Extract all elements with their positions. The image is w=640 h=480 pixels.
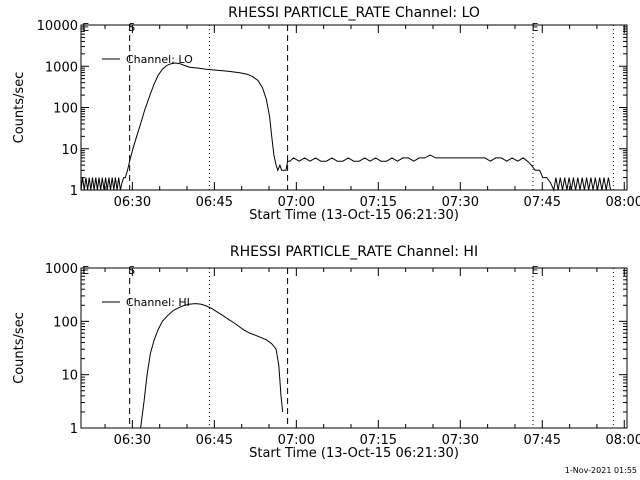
- y-tick-label: 100: [53, 315, 78, 330]
- lo-channel-panel: RHESSI PARTICLE_RATE Channel: LO 06:30 06:…: [12, 5, 640, 223]
- y-axis-label: Counts/sec: [12, 72, 27, 144]
- y-tick-label: 100: [53, 102, 78, 117]
- marker-label: S: [128, 264, 135, 277]
- plot-timestamp: 1-Nov-2021 01:55: [565, 466, 637, 475]
- y-tick-label: 10000: [37, 19, 78, 34]
- x-tick-label: 06:30: [114, 433, 151, 448]
- plot-frame: [80, 24, 628, 191]
- hi-channel-panel: RHESSI PARTICLE_RATE Channel: HI 06:30 06:…: [12, 244, 640, 461]
- marker-label: E: [82, 264, 89, 277]
- x-tick-label: 06:45: [196, 195, 233, 210]
- plot-frame: [80, 267, 628, 429]
- series-line-lo: [80, 62, 612, 192]
- x-tick-label: 07:30: [442, 195, 479, 210]
- x-tick-label: 07:45: [524, 433, 561, 448]
- marker-label: E: [532, 264, 539, 277]
- marker-label: S: [128, 21, 135, 34]
- legend-label: Channel: LO: [126, 53, 193, 66]
- x-tick-label: 07:00: [278, 195, 315, 210]
- y-tick-label: 1000: [45, 262, 78, 277]
- y-tick-label: 10: [61, 369, 78, 384]
- y-tick-label: 1000: [45, 60, 78, 75]
- x-tick-label: 07:45: [524, 195, 561, 210]
- x-tick-label: 07:15: [360, 433, 397, 448]
- marker-label: E: [82, 21, 89, 34]
- x-tick-label: 07:15: [360, 195, 397, 210]
- x-axis-label: Start Time (13-Oct-15 06:21:30): [249, 446, 459, 461]
- series-line-hi: [140, 303, 284, 429]
- x-tick-label: 07:30: [442, 433, 479, 448]
- x-tick-label: 07:00: [278, 433, 315, 448]
- chart-title: RHESSI PARTICLE_RATE Channel: LO: [228, 5, 480, 21]
- x-tick-label: 08:00: [606, 195, 640, 210]
- y-tick-label: 1: [70, 422, 78, 437]
- x-axis-label: Start Time (13-Oct-15 06:21:30): [249, 208, 459, 223]
- y-tick-label: 10: [61, 143, 78, 158]
- x-tick-label: 06:45: [196, 433, 233, 448]
- y-tick-label: 1: [70, 184, 78, 199]
- legend-label: Channel: HI: [126, 296, 190, 309]
- marker-label: E: [532, 21, 539, 34]
- y-axis-label: Counts/sec: [12, 312, 27, 384]
- x-tick-label: 06:30: [114, 195, 151, 210]
- x-tick-label: 08:00: [606, 433, 640, 448]
- chart-title: RHESSI PARTICLE_RATE Channel: HI: [230, 244, 478, 260]
